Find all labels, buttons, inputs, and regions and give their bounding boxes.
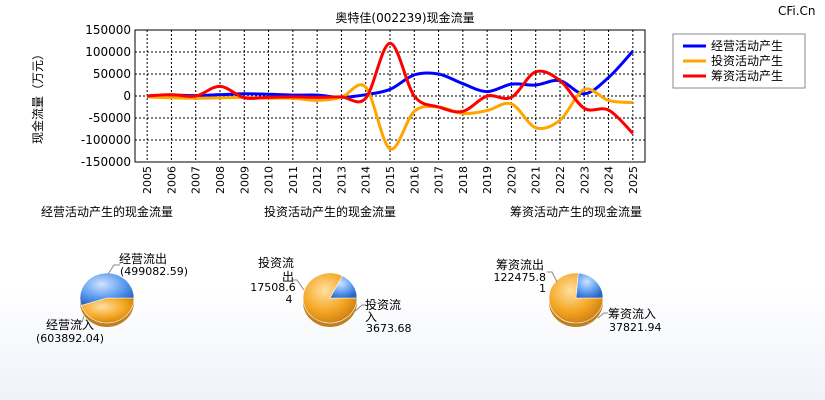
y-tick-label: 150000 bbox=[85, 23, 131, 37]
pie-label-operating-out: 经营流出 bbox=[119, 252, 167, 266]
y-tick-labels: 150000 100000 50000 0 -50000 -100000 -150000 bbox=[81, 23, 131, 169]
pie-title-financing: 筹资活动产生的现金流量 bbox=[510, 204, 642, 219]
y-axis-label: 现金流量（万元） bbox=[30, 48, 45, 144]
x-tick-label: 2018 bbox=[457, 166, 470, 194]
x-tick-label: 2009 bbox=[238, 166, 251, 194]
x-tick-label: 2019 bbox=[481, 166, 494, 194]
x-tick-label: 2008 bbox=[214, 166, 227, 194]
x-tick-label: 2020 bbox=[505, 166, 518, 194]
pie-value-investing-in: 3673.68 bbox=[366, 322, 412, 335]
x-tick-label: 2021 bbox=[530, 166, 543, 194]
x-tick-label: 2025 bbox=[627, 166, 640, 194]
pie-value-operating-out: (499082.59) bbox=[120, 265, 188, 278]
pie-labels-financing: 筹资流出 122475.8 1 筹资流入 37821.94 bbox=[494, 258, 662, 334]
x-tick-labels: 2005 2006 2007 2008 2009 2010 2011 2012 2013 2014… bbox=[141, 166, 640, 194]
line-chart-title: 奥特佳(002239)现金流量 bbox=[335, 10, 474, 25]
pie-title-investing: 投资活动产生的现金流量 bbox=[264, 204, 396, 219]
pie-label-investing-out: 投资流出 bbox=[258, 255, 294, 284]
pie-label-operating-in: 经营流入 bbox=[46, 318, 94, 332]
x-tick-label: 2013 bbox=[335, 166, 348, 194]
x-tick-label: 2012 bbox=[311, 166, 324, 194]
pie-label-investing-in: 投资流入 bbox=[365, 297, 401, 324]
pie-labels-investing: 投资流出 17508.6 4 投资流入 3673.68 bbox=[250, 255, 411, 335]
pie-title-operating: 经营活动产生的现金流量 bbox=[41, 204, 173, 219]
x-tick-label: 2005 bbox=[141, 166, 154, 194]
watermark: CFi.Cn bbox=[778, 4, 816, 18]
x-tick-label: 2016 bbox=[408, 166, 421, 194]
x-tick-label: 2010 bbox=[263, 166, 276, 194]
pie-label-financing-out: 筹资流出 bbox=[496, 258, 544, 272]
pie-value-financing-out: 122475.8 1 bbox=[494, 271, 547, 295]
y-tick-label: -50000 bbox=[88, 111, 131, 125]
y-tick-label: 50000 bbox=[93, 67, 131, 81]
x-tick-label: 2006 bbox=[165, 166, 178, 194]
pie-value-financing-in: 37821.94 bbox=[609, 321, 662, 334]
series-line-1 bbox=[147, 83, 633, 151]
y-tick-label: 100000 bbox=[85, 45, 131, 59]
pie-charts bbox=[79, 272, 604, 327]
series-line-0 bbox=[147, 50, 634, 99]
pie-label-financing-in: 筹资流入 bbox=[608, 307, 656, 321]
legend-label-investing: 投资活动产生 bbox=[711, 53, 783, 68]
legend-label-operating: 经营活动产生 bbox=[711, 39, 783, 53]
pie-slice-1 bbox=[79, 272, 135, 306]
x-tick-label: 2014 bbox=[360, 166, 373, 194]
x-tick-label: 2011 bbox=[287, 166, 300, 194]
legend-label-financing: 筹资活动产生 bbox=[711, 69, 783, 83]
y-tick-label: -150000 bbox=[81, 155, 131, 169]
pie-slice-0 bbox=[80, 297, 135, 324]
pie-value-operating-in: (603892.04) bbox=[36, 332, 104, 345]
x-tick-label: 2024 bbox=[603, 166, 616, 194]
series-lines bbox=[147, 41, 634, 151]
y-tick-label: -100000 bbox=[81, 133, 131, 147]
x-tick-label: 2007 bbox=[190, 166, 203, 194]
y-tick-label: 0 bbox=[123, 89, 131, 103]
pie-value-investing-out: 17508.6 4 bbox=[250, 281, 296, 306]
x-tick-label: 2023 bbox=[578, 166, 591, 194]
pie-slice-1 bbox=[575, 272, 604, 299]
x-tick-label: 2015 bbox=[384, 166, 397, 194]
pie-labels-operating: 经营流出 (499082.59) 经营流入 (603892.04) bbox=[36, 252, 188, 345]
series-line-2 bbox=[147, 41, 634, 135]
pie-slice-1 bbox=[329, 275, 358, 299]
legend: 经营活动产生 投资活动产生 筹资活动产生 bbox=[672, 33, 806, 89]
x-tick-label: 2022 bbox=[554, 166, 567, 194]
x-tick-label: 2017 bbox=[433, 166, 446, 194]
